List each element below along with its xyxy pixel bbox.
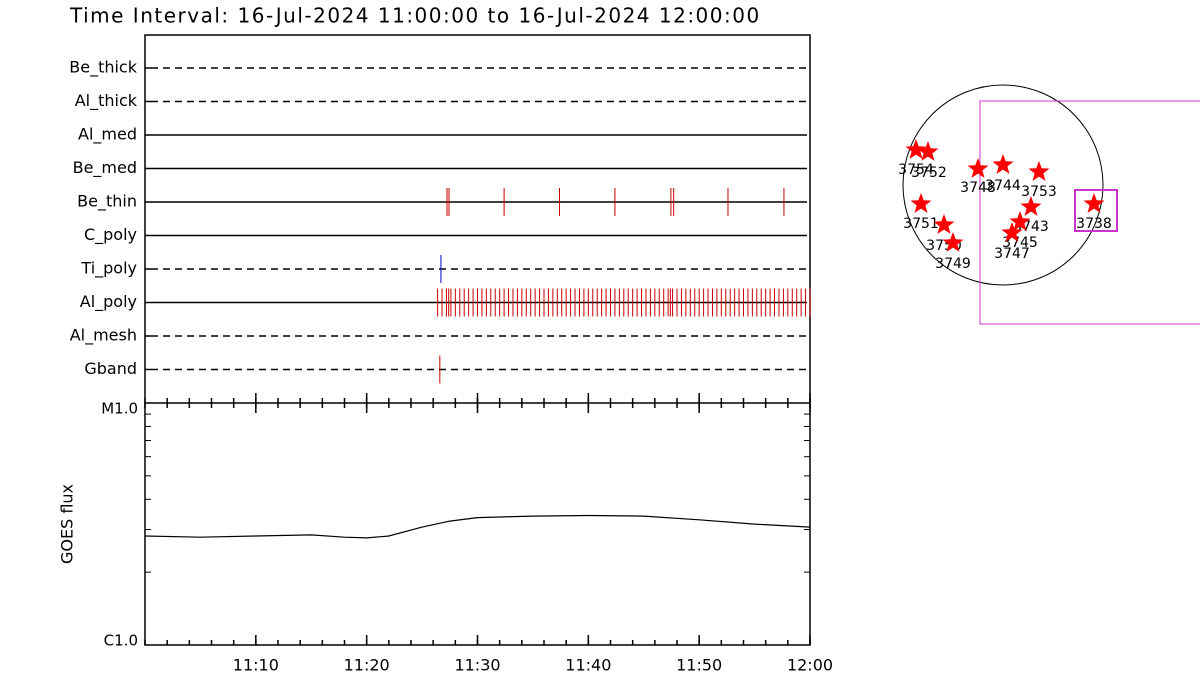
region-label: 3754 <box>898 162 934 178</box>
row-label: C_poly <box>84 225 137 245</box>
y-tick-label: C1.0 <box>104 632 138 650</box>
row-label: Be_med <box>73 158 137 178</box>
x-tick-label: 12:00 <box>787 656 833 675</box>
row-label: Al_med <box>78 125 137 145</box>
row-label: Be_thin <box>77 192 137 212</box>
region-star <box>905 139 927 159</box>
region-star <box>917 141 939 161</box>
y-axis-label: GOES flux <box>58 484 77 564</box>
row-label: Gband <box>84 359 137 378</box>
row-label: Al_poly <box>80 292 137 312</box>
x-tick-label: 11:30 <box>454 656 500 675</box>
region-label: 3747 <box>994 246 1030 262</box>
region-label: 3749 <box>935 256 971 272</box>
y-tick-label: M1.0 <box>101 400 138 418</box>
region-label: 3738 <box>1076 216 1112 232</box>
row-label: Be_thick <box>69 58 137 78</box>
solar-disk <box>902 84 1104 286</box>
plot-frame <box>144 34 811 646</box>
region-star <box>1020 196 1042 216</box>
region-star <box>992 154 1014 174</box>
region-label: 3744 <box>985 178 1021 194</box>
region-label: 3752 <box>911 165 947 181</box>
row-label: Ti_poly <box>80 259 137 279</box>
x-tick-label: 11:40 <box>565 656 611 675</box>
region-star <box>1083 193 1105 213</box>
region-star <box>967 158 989 178</box>
region-star <box>910 193 932 213</box>
region-star <box>1028 161 1050 181</box>
region-label: 3753 <box>1021 184 1057 200</box>
region-star <box>1009 211 1031 231</box>
x-tick-label: 11:10 <box>233 656 279 675</box>
region-star <box>1001 222 1023 242</box>
goes-curve <box>144 514 811 539</box>
fov-box <box>979 100 1200 325</box>
x-tick-label: 11:50 <box>676 656 722 675</box>
region-star <box>933 214 955 234</box>
row-label: Al_thick <box>75 91 138 111</box>
row-label: Al_mesh <box>70 326 137 346</box>
chart-title: Time Interval: 16-Jul-2024 11:00:00 to 1… <box>69 4 761 28</box>
x-tick-label: 11:20 <box>344 656 390 675</box>
region-label: 3748 <box>960 180 996 196</box>
fov-box-small <box>1074 189 1118 232</box>
region-star <box>942 232 964 252</box>
region-label: 3751 <box>903 216 939 232</box>
region-label: 3745 <box>1002 235 1038 251</box>
